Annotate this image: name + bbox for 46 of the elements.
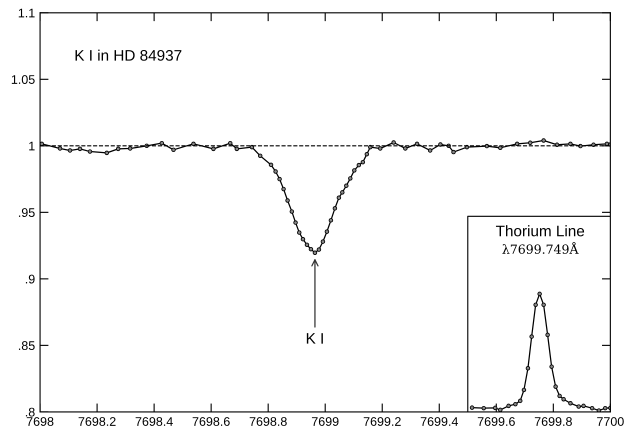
x-tick-label: 7699.2 bbox=[364, 417, 401, 426]
point bbox=[482, 406, 486, 410]
y-tick-label: 1 bbox=[29, 142, 35, 150]
point bbox=[545, 332, 550, 338]
annotation: λ7699.749Å bbox=[502, 242, 579, 254]
x-tick-label: 7698.2 bbox=[78, 417, 116, 426]
point bbox=[470, 405, 474, 410]
point bbox=[522, 388, 526, 392]
x-tick-label: 7698.6 bbox=[192, 417, 230, 426]
x-tick-label: 7699.6 bbox=[478, 417, 515, 426]
point bbox=[541, 302, 546, 308]
y-tick-label: .85 bbox=[18, 341, 35, 350]
point bbox=[533, 302, 538, 308]
point bbox=[557, 394, 562, 398]
point bbox=[561, 397, 566, 402]
y-tick-label: 1.05 bbox=[12, 75, 35, 84]
x-tick-label: 7700 bbox=[597, 417, 624, 426]
point bbox=[513, 402, 518, 406]
x-tick-label: 7698.8 bbox=[250, 417, 287, 426]
x-tick-label: 7699.4 bbox=[420, 417, 458, 426]
point bbox=[549, 364, 554, 369]
y-tick-label: .95 bbox=[18, 208, 35, 217]
point bbox=[553, 384, 558, 389]
annotation: K I bbox=[306, 333, 323, 344]
y-tick-label: 1.1 bbox=[18, 8, 35, 18]
point bbox=[602, 406, 608, 410]
point bbox=[590, 406, 594, 410]
x-tick-label: 7699 bbox=[312, 417, 339, 426]
y-tick-label: .8 bbox=[26, 408, 35, 417]
point bbox=[537, 292, 542, 296]
point bbox=[581, 404, 586, 408]
x-tick-label: 7698 bbox=[26, 417, 54, 426]
point bbox=[506, 404, 511, 408]
point bbox=[498, 408, 503, 412]
point bbox=[596, 408, 602, 412]
annotation: Thorium Line bbox=[496, 225, 584, 236]
x-tick-label: 7699.8 bbox=[534, 417, 572, 426]
point bbox=[526, 366, 530, 370]
point bbox=[576, 404, 581, 409]
y-tick-label: .9 bbox=[26, 274, 35, 284]
point bbox=[529, 334, 534, 339]
point bbox=[568, 401, 573, 406]
x-tick-label: 7698.4 bbox=[136, 417, 173, 426]
annotation: K I in HD 84937 bbox=[76, 50, 182, 61]
point bbox=[518, 398, 522, 404]
point bbox=[492, 406, 498, 410]
